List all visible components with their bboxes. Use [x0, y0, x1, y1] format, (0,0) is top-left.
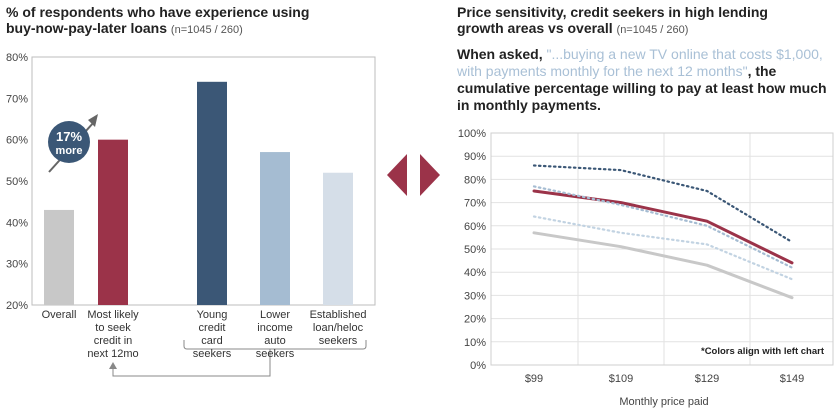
category-label-line: income [257, 322, 293, 334]
category-label-line: card [201, 335, 223, 347]
left-y-tick-label: 40% [6, 217, 28, 229]
category-label-line: credit in [93, 335, 133, 347]
left-bar-chart: 20% 30% 40% 50% 60% 70% 80% 17%more [6, 52, 376, 377]
category-label-line: next 12mo [87, 348, 139, 360]
color-note: *Colors align with left chart [701, 346, 824, 357]
right-y-tick-label: 0% [470, 360, 486, 372]
right-y-tick-label: 20% [464, 314, 486, 326]
category-label-line: to seek [95, 322, 131, 334]
bar-1 [44, 209, 74, 305]
category-label-line: Lower [260, 309, 290, 321]
left-y-tick-label: 80% [6, 52, 28, 64]
left-category-label: Most likely to seek credit in next 12mo [73, 309, 153, 361]
category-label-line: auto [264, 335, 286, 347]
series-line-2 [532, 189, 794, 265]
right-y-tick-label: 50% [464, 244, 486, 256]
connector-arrow-head [109, 362, 117, 369]
right-sample-size: (n=1045 / 260) [616, 24, 689, 36]
category-label-line: loan/heloc [312, 322, 364, 334]
left-title-line2: buy-now-pay-later loans [6, 20, 168, 36]
growth-arrow-head [88, 114, 98, 127]
right-y-tick-label: 10% [464, 337, 486, 349]
bar-5 [323, 172, 353, 305]
category-label-line: Young [196, 309, 228, 321]
right-y-tick-label: 60% [464, 221, 486, 233]
category-label-line: credit [198, 322, 226, 334]
question-quote: "...buying a new TV online that costs $1… [457, 46, 823, 79]
callout-circle [48, 121, 90, 163]
right-plot-frame [490, 132, 834, 366]
right-x-tick-label: $99 [525, 373, 543, 385]
right-y-tick-label: 80% [464, 174, 486, 186]
left-category-label: Young credit card seekers [172, 309, 252, 361]
bar-4 [260, 152, 290, 305]
right-x-tick-label: $149 [780, 373, 804, 385]
callout-value: 17% [56, 129, 82, 144]
right-y-tick-label: 100% [458, 128, 486, 140]
left-category-label: Overall [19, 309, 99, 322]
left-y-tick-label: 70% [6, 93, 28, 105]
survey-question: When asked, "...buying a new TV online t… [457, 46, 827, 114]
question-lead: When asked, [457, 46, 547, 62]
right-y-tick-label: 70% [464, 198, 486, 210]
compare-arrows-icon [387, 154, 440, 196]
right-y-tick-label: 40% [464, 267, 486, 279]
left-category-label: Lower income auto seekers [235, 309, 315, 361]
series-line-4 [532, 215, 794, 281]
right-chart-title: Price sensitivity, credit seekers in hig… [457, 4, 768, 38]
group-connector [112, 349, 271, 377]
right-x-tick-label: $109 [609, 373, 633, 385]
category-label-line: Established [309, 309, 367, 321]
category-label-line: seekers [255, 348, 295, 360]
bar-3 [197, 81, 227, 305]
left-category-label: Established loan/heloc seekers [298, 309, 378, 348]
series-line-3 [532, 185, 794, 269]
left-y-tick-label: 60% [6, 135, 28, 147]
question-tail: , the cumulative percentage willing to p… [457, 63, 827, 113]
right-title-line2: growth areas vs overall [457, 20, 613, 36]
right-x-axis-label: Monthly price paid [619, 396, 708, 408]
left-y-tick-label: 20% [6, 300, 28, 312]
category-label-line: Overall [41, 309, 77, 321]
series-line-5 [532, 231, 794, 300]
bar-2 [98, 139, 128, 305]
left-chart-title: % of respondents who have experience usi… [6, 4, 309, 38]
group-bracket [183, 340, 367, 350]
series-line-1 [532, 164, 794, 244]
category-label-line: seekers [318, 335, 358, 347]
right-title-line1: Price sensitivity, credit seekers in hig… [457, 4, 768, 20]
right-x-tick-label: $129 [695, 373, 719, 385]
callout-label: more [56, 145, 83, 157]
left-y-tick-label: 30% [6, 259, 28, 271]
category-label-line: seekers [192, 348, 232, 360]
category-label-line: Most likely [87, 309, 139, 321]
right-y-tick-label: 30% [464, 290, 486, 302]
left-y-tick-label: 50% [6, 176, 28, 188]
left-title-line1: % of respondents who have experience usi… [6, 4, 310, 20]
left-sample-size: (n=1045 / 260) [170, 24, 243, 36]
right-y-tick-label: 90% [464, 151, 486, 163]
